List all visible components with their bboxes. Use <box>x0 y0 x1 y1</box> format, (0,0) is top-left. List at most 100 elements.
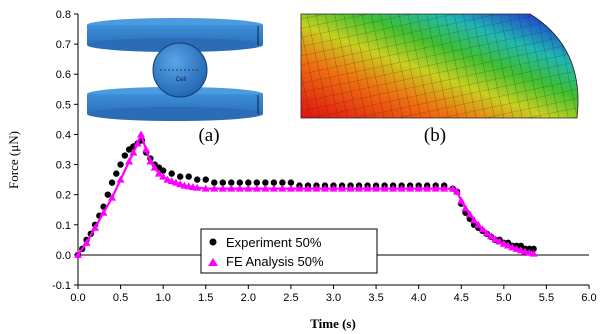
fe-analysis-point <box>389 184 398 192</box>
fe-analysis-point <box>210 184 219 192</box>
y-tick-label: 0.5 <box>56 99 71 111</box>
fe-analysis-point <box>452 187 461 195</box>
x-tick-label: 0.0 <box>70 292 85 304</box>
fe-analysis-point <box>244 184 253 192</box>
fe-analysis-point <box>218 184 227 192</box>
fe-analysis-point <box>508 243 517 251</box>
experiment-point <box>117 161 124 168</box>
experiment-point <box>270 179 278 186</box>
fe-analysis-point <box>171 178 180 186</box>
fe-analysis-point <box>406 184 415 192</box>
inset-b-mesh <box>301 14 579 118</box>
experiment-point <box>262 179 269 186</box>
x-tick-label: 4.5 <box>454 292 469 304</box>
legend-marker-experiment <box>209 238 217 246</box>
fe-analysis-point <box>461 204 470 212</box>
fe-analysis-point <box>303 184 312 192</box>
fe-analysis-point <box>495 237 504 245</box>
y-tick-label: 0.1 <box>56 220 71 232</box>
fe-analysis-point <box>372 184 381 192</box>
x-tick-label: 2.0 <box>241 292 256 304</box>
experiment-point <box>245 179 252 186</box>
experiment-point <box>159 167 167 174</box>
experiment-point <box>168 170 175 177</box>
fe-analysis-point <box>159 172 168 180</box>
experiment-point <box>287 179 295 186</box>
fe-analysis-point <box>129 148 138 156</box>
experiment-point <box>202 176 209 183</box>
fe-analysis-point <box>82 238 91 246</box>
experiment-point <box>194 176 201 183</box>
fe-analysis-point <box>150 163 159 171</box>
fe-analysis-point <box>465 210 474 218</box>
experiment-point <box>121 152 129 159</box>
inset-a-bottom-plate-bottom <box>87 107 263 121</box>
inset-b-label: (b) <box>424 125 446 146</box>
experiment-point <box>279 179 286 186</box>
fe-analysis-point <box>99 208 108 216</box>
experiment-point <box>104 191 112 198</box>
inset-a-label: (a) <box>198 125 219 146</box>
fe-analysis-point <box>163 175 172 183</box>
fe-analysis-point <box>414 184 423 192</box>
fe-analysis-point <box>142 145 151 153</box>
y-tick-label: 0.3 <box>56 160 71 172</box>
fe-analysis-point <box>482 229 491 237</box>
y-tick-label: 0.6 <box>56 69 71 81</box>
legend: Experiment 50% FE Analysis 50% <box>200 228 378 274</box>
experiment-point <box>219 179 226 186</box>
x-tick-label: 6.0 <box>581 292 596 304</box>
experiment-point <box>211 179 218 186</box>
fe-analysis-point <box>380 184 389 192</box>
fe-analysis-point <box>355 184 364 192</box>
experiment-point <box>108 179 116 186</box>
fe-analysis-point <box>470 216 479 224</box>
fe-analysis-point <box>312 184 321 192</box>
fe-analysis-point <box>329 184 338 192</box>
fe-analysis-point <box>499 239 508 247</box>
fe-analysis-point <box>269 184 278 192</box>
experiment-point <box>236 179 244 186</box>
fe-analysis-point <box>338 184 347 192</box>
x-tick-label: 1.0 <box>156 292 171 304</box>
fe-analysis-point <box>201 184 210 192</box>
fe-analysis-point <box>125 157 134 165</box>
y-tick-label: 0.2 <box>56 190 71 202</box>
fe-analysis-point <box>133 139 142 147</box>
fe-analysis-point <box>529 249 538 257</box>
fe-analysis-point <box>235 184 244 192</box>
fe-analysis-point <box>227 184 236 192</box>
fe-analysis-point <box>286 184 295 192</box>
fe-analysis-point <box>474 220 483 228</box>
fe-analysis-point <box>448 184 457 192</box>
legend-box <box>200 228 378 274</box>
fe-analysis-point <box>116 175 125 183</box>
series-fe-analysis <box>74 130 538 258</box>
experiment-point <box>253 179 261 186</box>
x-tick-label: 1.5 <box>198 292 213 304</box>
y-tick-label: 0.0 <box>56 250 71 262</box>
fe-analysis-point <box>295 184 304 192</box>
legend-label-experiment: Experiment 50% <box>226 235 322 250</box>
legend-marker-fe-analysis <box>208 258 218 266</box>
x-tick-label: 4.0 <box>411 292 426 304</box>
y-ticks: -0.1 0.0 0.1 0.2 0.3 0.4 0.5 0.6 0.7 0.8 <box>52 9 78 292</box>
x-tick-label: 3.5 <box>368 292 383 304</box>
x-ticks: 0.0 0.5 1.0 1.5 2.0 2.5 3.0 3.5 4.0 4.5 5.0 5.5 6.0 <box>70 285 597 304</box>
legend-label-fe-analysis: FE Analysis 50% <box>226 254 324 269</box>
x-tick-label: 0.5 <box>113 292 128 304</box>
fe-analysis-point <box>167 177 176 185</box>
fe-analysis-point <box>320 184 329 192</box>
fe-analysis-point <box>363 184 372 192</box>
x-axis-label: Time (s) <box>310 316 356 331</box>
fe-analysis-point <box>504 241 513 249</box>
fe-analysis-point <box>252 184 261 192</box>
fe-analysis-point <box>154 169 163 177</box>
y-tick-label: -0.1 <box>52 280 71 292</box>
fe-analysis-point <box>423 184 432 192</box>
fe-analysis-point <box>91 223 100 231</box>
x-tick-label: 2.5 <box>283 292 298 304</box>
inset-a-cell-label: Cell <box>176 77 186 83</box>
y-tick-label: 0.4 <box>56 129 71 141</box>
